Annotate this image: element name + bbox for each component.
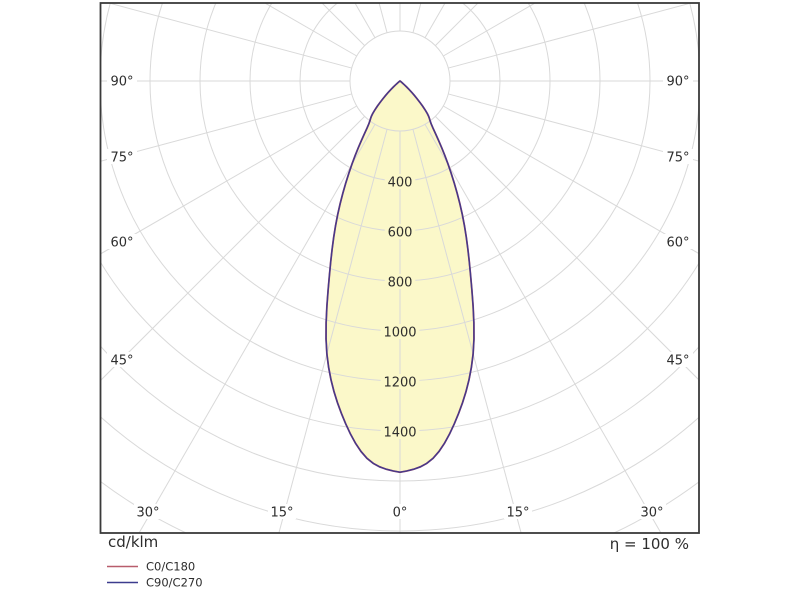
angle-label-bottom: 15° — [270, 506, 293, 521]
ring-label: 1000 — [383, 326, 416, 341]
grid-ray — [448, 93, 699, 162]
legend-label-c90-c270: C90/C270 — [146, 576, 203, 590]
grid-ray — [378, 3, 388, 33]
grid-ray — [263, 3, 357, 57]
angle-label-side: 90° — [110, 75, 133, 90]
angle-label-bg — [663, 73, 693, 88]
grid-ray — [138, 124, 376, 533]
intensity-curves — [325, 79, 475, 474]
angle-label-bg — [268, 504, 296, 519]
angle-label-bottom: 30° — [640, 506, 663, 521]
angle-tick-labels: 90° 90° 75° 75° 60° 60° 45° 45° 30° 15° 0° 15° 30° — [107, 73, 693, 521]
angle-label-bottom: 30° — [136, 506, 159, 521]
angle-label-side: 75° — [666, 151, 689, 166]
angle-label-bottom: 0° — [393, 506, 408, 521]
angle-label-bg — [134, 504, 162, 519]
grid-ray — [424, 3, 446, 38]
grid-ray — [424, 124, 662, 533]
ring-label-bg — [384, 274, 416, 289]
grid-ray — [278, 129, 388, 533]
grid-ray — [435, 116, 699, 381]
grid-ray — [101, 116, 365, 381]
ring-label-bg — [384, 174, 416, 189]
ring-label: 400 — [388, 176, 413, 191]
grid-ray — [101, 105, 357, 255]
angle-label-bg — [504, 504, 532, 519]
angle-label-bg — [107, 149, 137, 164]
ring-label-bg — [380, 374, 420, 389]
angle-label-side: 75° — [110, 151, 133, 166]
radial-tick-labels: 400 600 800 1000 1200 1400 — [380, 174, 420, 441]
angle-label-bg — [107, 73, 137, 88]
curve-c90-c270 — [325, 80, 475, 474]
angle-label-side: 60° — [666, 236, 689, 251]
ring-label: 1400 — [383, 426, 416, 441]
angle-label-side: 45° — [666, 354, 689, 369]
ring-label-bg — [380, 324, 420, 339]
angle-label-side: 90° — [666, 75, 689, 90]
grid-ray — [354, 3, 376, 38]
angle-label-bg — [386, 504, 414, 519]
grid-ray — [412, 3, 422, 33]
ring-label: 1200 — [383, 376, 416, 391]
ring-label: 800 — [388, 276, 413, 291]
grid-ray — [443, 3, 537, 57]
legend: C0/C180 C90/C270 — [107, 560, 203, 590]
angle-label-bg — [107, 352, 137, 367]
legend-label-c0-c180: C0/C180 — [146, 560, 195, 574]
efficiency-label: η = 100 % — [610, 535, 689, 553]
ring-label-bg — [384, 224, 416, 239]
angle-label-bg — [663, 352, 693, 367]
angle-label-side: 60° — [110, 236, 133, 251]
grid-ray — [412, 129, 522, 533]
ring-label: 600 — [388, 226, 413, 241]
angle-label-bg — [663, 234, 693, 249]
grid-ray — [448, 3, 694, 69]
grid-ray — [106, 3, 352, 69]
chart-frame — [99, 2, 700, 534]
angle-label-bg — [663, 149, 693, 164]
ring-label-bg — [380, 424, 420, 439]
angle-label-bottom: 15° — [506, 506, 529, 521]
angle-label-bg — [107, 234, 137, 249]
angle-label-side: 45° — [110, 354, 133, 369]
angle-label-bg — [638, 504, 666, 519]
grid-ray — [101, 93, 352, 162]
grid-ray — [443, 105, 699, 255]
unit-label: cd/klm — [108, 533, 158, 551]
